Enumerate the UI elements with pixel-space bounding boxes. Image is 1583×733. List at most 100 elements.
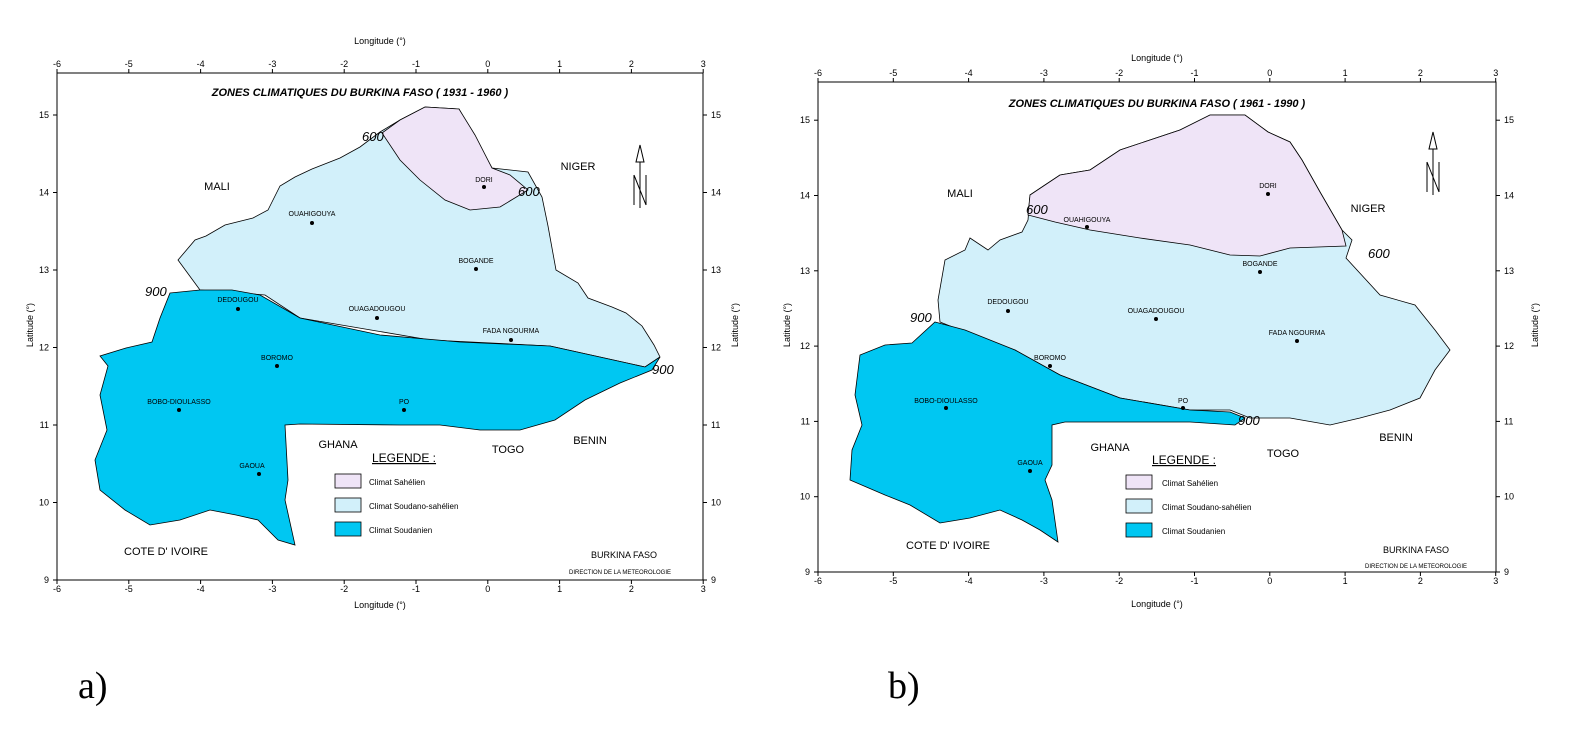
x-tick-label: 3 [1493,576,1498,586]
map-b-country-togo: TOGO [1267,448,1300,460]
svg-text:OUAGADOUGOU: OUAGADOUGOU [349,306,406,313]
map-b-isohyet-label: 600 [1368,246,1390,261]
y-tick-label: 9 [805,567,810,577]
map-a-sudanian-zone [94,289,661,546]
x-tick-label: 3 [701,59,706,69]
map-a-legend-swatch-sudanian [334,521,362,537]
x-tick-label: 0 [1267,68,1272,78]
x-tick-label: -5 [125,59,133,69]
map-a-legend: LEGENDE : Climat Sahélien Climat Soudano… [334,451,458,537]
map-b-legend-label-sahelian: Climat Sahélien [1162,479,1218,488]
map-a-city-dedougou: DEDOUGOU [217,297,259,311]
x-tick-label: -3 [268,584,276,594]
x-tick-label: -6 [814,68,822,78]
x-tick-label: 0 [1267,576,1272,586]
svg-text:GAOUA: GAOUA [239,463,265,470]
map-a-city-gaoua: GAOUA [239,463,265,476]
svg-text:BOBO-DIOULASSO: BOBO-DIOULASSO [147,399,211,406]
map-b-footer-country: BURKINA FASO [1383,545,1449,555]
x-tick-label: 0 [485,584,490,594]
y-tick-label: 9 [711,575,716,585]
y-tick-label: 12 [39,343,49,353]
svg-text:BOBO-DIOULASSO: BOBO-DIOULASSO [914,398,978,405]
y-tick-label: 9 [1504,567,1509,577]
y-tick-label: 10 [39,498,49,508]
map-b-country-mali: MALI [947,188,973,200]
x-tick-label: -2 [1115,68,1123,78]
x-tick-label: -3 [1040,576,1048,586]
x-tick-label: -4 [197,59,205,69]
map-b-top-axis-label: Longitude (°) [1131,53,1183,63]
map-a-bottom-axis-label: Longitude (°) [354,600,406,610]
svg-text:GAOUA: GAOUA [1017,460,1043,467]
map-a-isohyet-label: 900 [145,284,167,299]
map-b-isohyet-label: 600 [1026,202,1048,217]
map-b-left-axis-label: Latitude (°) [782,303,792,347]
map-a-soudano-sahelian-zone [177,106,661,368]
y-tick-label: 10 [711,498,721,508]
map-b-footer-credit: DIRECTION DE LA METEOROLOGIE [1365,564,1467,570]
x-tick-label: 3 [701,584,706,594]
map-a-legend-label-soudano-sahelian: Climat Soudano-sahélien [369,502,458,511]
map-b-right-axis-label: Latitude (°) [1530,303,1540,347]
panel-label-a: a) [78,665,108,707]
map-b-x-ticks: -6 -6 -5 -5 -4 -4 -3 -3 -2 -2 -1 -1 0 0 1 1 2 2 3 3 [814,68,1498,586]
map-a-footer-credit: DIRECTION DE LA METEOROLOGIE [569,570,671,576]
x-tick-label: -1 [412,584,420,594]
svg-text:FADA NGOURMA: FADA NGOURMA [483,328,540,335]
svg-text:OUAGADOUGOU: OUAGADOUGOU [1128,308,1185,315]
map-a-city-po: PO [399,399,410,412]
y-tick-label: 14 [711,188,721,198]
x-tick-label: 2 [1418,68,1423,78]
map-b-isohyet-label: 900 [910,310,932,325]
map-b-svg: Longitude (°) Longitude (°) Latitude (°)… [782,53,1540,609]
x-tick-label: 0 [485,59,490,69]
x-tick-label: 1 [557,584,562,594]
x-tick-label: 2 [1418,576,1423,586]
map-a-isohyet-label: 600 [518,184,540,199]
x-tick-label: -3 [268,59,276,69]
svg-text:PO: PO [399,399,410,406]
map-a-city-ouagadougou: OUAGADOUGOU [349,306,406,320]
svg-text:BOGANDE: BOGANDE [458,258,493,265]
map-a-city-boromo: BOROMO [261,355,293,368]
y-tick-label: 14 [800,191,810,201]
y-tick-label: 12 [711,343,721,353]
y-tick-label: 15 [39,110,49,120]
map-b-legend-title: LEGENDE : [1152,453,1216,467]
map-panel-a: Longitude (°) Longitude (°) Latitude (°)… [0,0,790,640]
map-b-legend-swatch-sudanian [1125,522,1153,538]
map-b-city-bogande: BOGANDE [1242,261,1278,274]
y-tick-label: 10 [800,492,810,502]
y-tick-label: 13 [39,265,49,275]
map-a-isohyet-label: 600 [362,129,384,144]
x-tick-label: -2 [340,584,348,594]
y-tick-label: 14 [1504,191,1514,201]
x-tick-label: 2 [629,584,634,594]
y-tick-label: 11 [1504,416,1513,426]
y-tick-label: 11 [801,416,810,426]
x-tick-label: 3 [1493,68,1498,78]
north-arrow-icon [633,144,647,208]
map-b-city-gaoua: GAOUA [1017,460,1043,473]
svg-text:DEDOUGOU: DEDOUGOU [987,299,1028,306]
x-tick-label: -5 [889,576,897,586]
map-a-legend-swatch-soudano-sahelian [334,497,362,513]
x-tick-label: -4 [965,576,973,586]
map-a-x-ticks: -6 -6 -5 -5 -4 -4 -3 -3 -2 -2 -1 -1 0 0 1 1 2 2 3 3 [53,59,706,594]
map-a-frame [56,72,704,581]
x-tick-label: -6 [53,59,61,69]
x-tick-label: -2 [340,59,348,69]
svg-text:PO: PO [1178,398,1189,405]
y-tick-label: 9 [44,575,49,585]
map-a-city-fada-ngourma: FADA NGOURMA [483,328,540,342]
map-a-left-axis-label: Latitude (°) [25,303,35,347]
map-b-city-ouagadougou: OUAGADOUGOU [1128,308,1185,321]
map-a-country-mali: MALI [204,181,230,193]
map-b-legend: LEGENDE : Climat Sahélien Climat Soudano… [1125,453,1251,538]
y-tick-label: 10 [1504,492,1514,502]
map-b-sahelian-zone [1027,114,1347,257]
north-arrow-icon [1426,131,1440,195]
map-b-y-ticks: 9 9 10 10 11 11 12 12 13 13 14 14 15 15 [800,115,1514,577]
map-b-frame [817,81,1497,573]
